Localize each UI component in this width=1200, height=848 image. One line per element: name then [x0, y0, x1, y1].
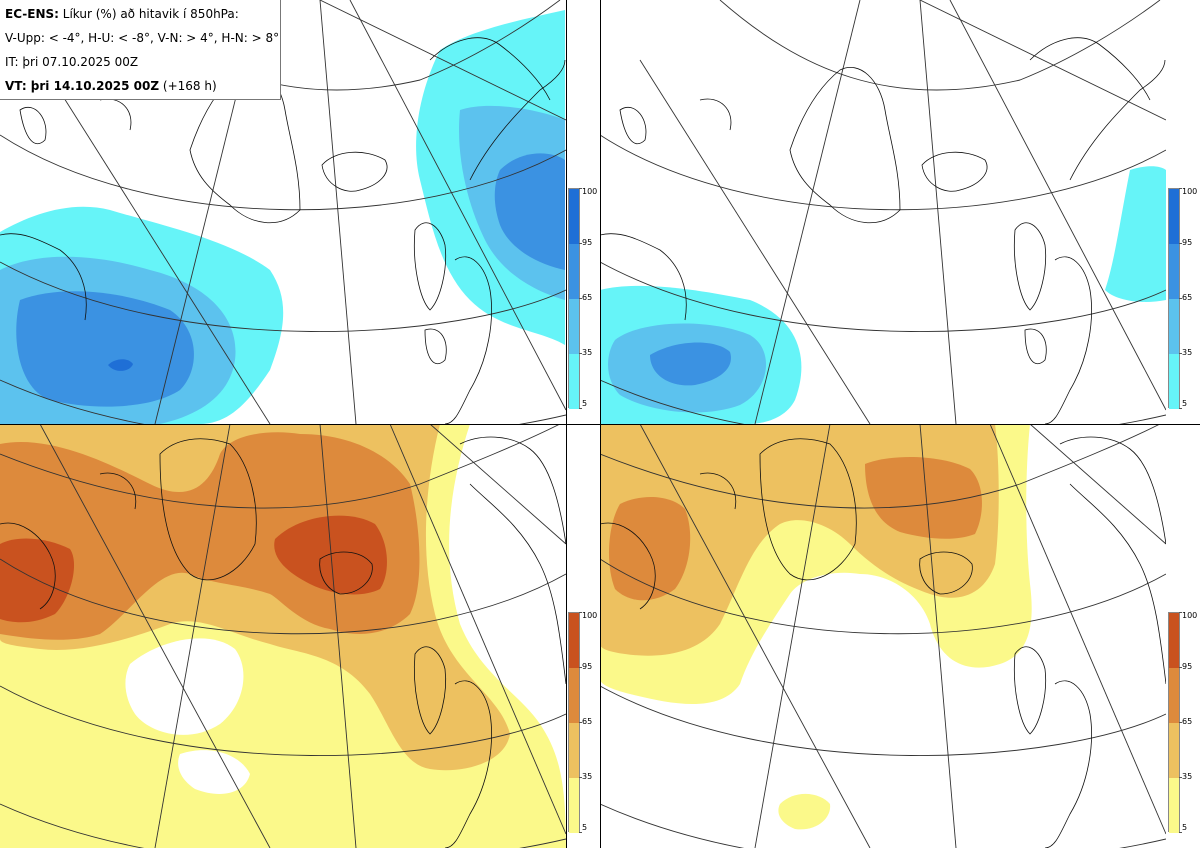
- map-panel-cold-8: [600, 0, 1166, 424]
- prob-cold-5-east: [1105, 166, 1166, 302]
- colorbar-segment: [1169, 723, 1179, 778]
- coastlines: [0, 436, 566, 848]
- colorbar-tick-mark: [1179, 722, 1182, 723]
- colorbar-tick-mark: [1179, 612, 1182, 613]
- colorbar-segment: [569, 354, 579, 409]
- colorbar-tick-mark: [1179, 832, 1182, 833]
- graticule: [600, 424, 1166, 848]
- prob-cold-65-east: [494, 153, 565, 270]
- product-name: EC-ENS:: [5, 7, 59, 21]
- map-canvas: [0, 424, 566, 848]
- colorbar-cold-left: 100 95 65 35 5: [568, 187, 598, 409]
- colorbar-tick-label: 95: [582, 238, 593, 247]
- thresholds-line: V-Upp: < -4°, H-U: < -8°, V-N: > 4°, H-N…: [5, 31, 280, 45]
- horizontal-divider: [0, 424, 1200, 425]
- colorbar-tick-label: 100: [582, 611, 598, 620]
- colorbar-tick-mark: [1179, 667, 1182, 668]
- map-panel-cold-4: [0, 0, 566, 424]
- colorbar-segment: [1169, 613, 1179, 668]
- prob-warm-65: [0, 432, 420, 640]
- colorbar-tick-mark: [579, 612, 582, 613]
- graticule: [600, 0, 1166, 424]
- valid-time-line: VT: þri 14.10.2025 00Z (+168 h): [5, 77, 280, 101]
- colorbar-tick-mark: [1179, 243, 1182, 244]
- colorbar-segment: [1169, 354, 1179, 409]
- colorbar-tick-label: 5: [582, 399, 588, 408]
- colorbar-tick-mark: [1179, 777, 1182, 778]
- title-line: EC-ENS: Líkur (%) að hitavik í 850hPa:: [5, 5, 280, 29]
- graticule: [0, 424, 566, 848]
- colorbar-tick-label: 35: [582, 348, 593, 357]
- colorbar-tick-mark: [579, 722, 582, 723]
- coastlines: [600, 436, 1166, 848]
- colorbar-tick-label: 35: [1182, 348, 1193, 357]
- colorbar-tick-label: 95: [1182, 238, 1193, 247]
- colorbar-tick-mark: [1179, 408, 1182, 409]
- colorbar-tick-label: 5: [1182, 399, 1188, 408]
- colorbar-segment: [1169, 244, 1179, 299]
- colorbar-segment: [569, 778, 579, 833]
- prob-cold-65: [650, 342, 731, 386]
- prob-warm-5-hole-2: [178, 750, 250, 794]
- colorbar-tick-label: 65: [582, 293, 593, 302]
- map-panel-warm-8: [600, 424, 1166, 848]
- colorbar-segment: [569, 668, 579, 723]
- colorbar-tick-label: 65: [1182, 293, 1193, 302]
- colorbar-tick-mark: [579, 408, 582, 409]
- colorbar-segment: [569, 613, 579, 668]
- colorbar-segment: [569, 189, 579, 244]
- title-text: Líkur (%) að hitavik í 850hPa:: [62, 7, 239, 21]
- prob-warm-65: [608, 497, 691, 601]
- prob-warm-95-2: [274, 515, 387, 595]
- colorbar-tick-label: 95: [1182, 662, 1193, 671]
- colorbar-tick-label: 5: [582, 823, 588, 832]
- colorbar-segment: [569, 299, 579, 354]
- colorbar-tick-mark: [1179, 298, 1182, 299]
- colorbar-tick-label: 5: [1182, 823, 1188, 832]
- prob-warm-5-south: [778, 793, 831, 830]
- init-time: IT: þri 07.10.2025 00Z: [5, 55, 139, 69]
- colorbar-segment: [569, 244, 579, 299]
- colorbar-segment: [569, 723, 579, 778]
- prob-warm-95: [0, 538, 75, 623]
- map-panel-warm-4: [0, 424, 566, 848]
- colorbar-tick-label: 65: [1182, 717, 1193, 726]
- colorbar-tick-label: 100: [1182, 187, 1198, 196]
- colorbar-warm-right: 100 95 65 35 5: [1168, 611, 1198, 833]
- colorbar-tick-mark: [579, 243, 582, 244]
- colorbar-tick-label: 100: [582, 187, 598, 196]
- prob-warm-5-hole: [125, 638, 244, 735]
- colorbar-segment: [1169, 299, 1179, 354]
- colorbar-tick-mark: [579, 188, 582, 189]
- colorbar-tick-label: 35: [1182, 772, 1193, 781]
- map-canvas: [600, 424, 1166, 848]
- colorbar-warm-left: 100 95 65 35 5: [568, 611, 598, 833]
- coastlines: [600, 37, 1166, 424]
- colorbar-segment: [1169, 189, 1179, 244]
- colorbar-tick-label: 95: [582, 662, 593, 671]
- colorbar-tick-mark: [1179, 353, 1182, 354]
- colorbar-tick-mark: [579, 353, 582, 354]
- prob-cold-65: [16, 291, 194, 407]
- colorbar-tick-mark: [1179, 188, 1182, 189]
- valid-time: VT: þri 14.10.2025 00Z: [5, 79, 160, 93]
- colorbar-tick-label: 65: [582, 717, 593, 726]
- map-canvas: [600, 0, 1166, 424]
- prob-warm-65-2: [865, 457, 982, 539]
- colorbar-tick-mark: [579, 298, 582, 299]
- colorbar-tick-mark: [579, 832, 582, 833]
- chart-info-box: EC-ENS: Líkur (%) að hitavik í 850hPa: V…: [0, 0, 281, 100]
- colorbar-cold-right: 100 95 65 35 5: [1168, 187, 1198, 409]
- colorbar-tick-label: 100: [1182, 611, 1198, 620]
- prob-cold-95: [108, 359, 133, 371]
- lead-time: (+168 h): [162, 79, 217, 93]
- colorbar-segment: [1169, 668, 1179, 723]
- colorbar-tick-mark: [579, 777, 582, 778]
- colorbar-tick-mark: [579, 667, 582, 668]
- colorbar-tick-label: 35: [582, 772, 593, 781]
- colorbar-segment: [1169, 778, 1179, 833]
- graticule: [0, 0, 566, 424]
